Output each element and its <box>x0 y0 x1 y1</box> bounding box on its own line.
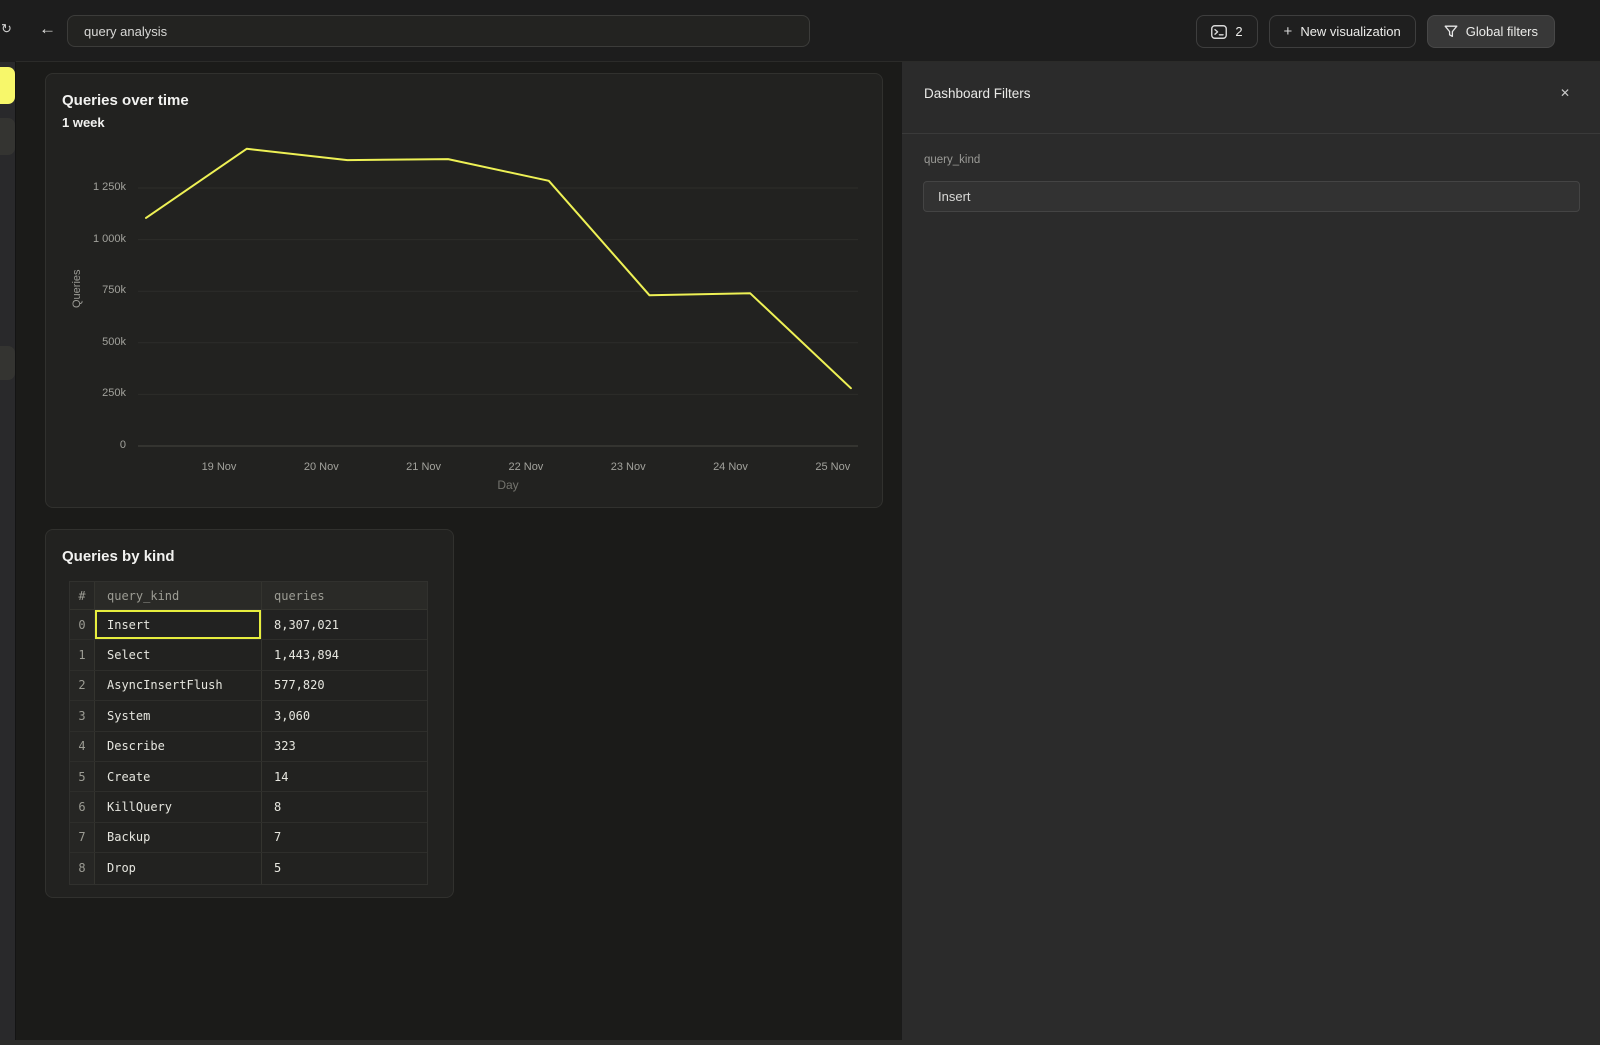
main-content: Queries over time 1 week Queries 0250k50… <box>16 62 901 1045</box>
row-index-cell: 3 <box>70 701 95 730</box>
table-cell[interactable]: Create <box>95 762 262 791</box>
table-row: 5Create14 <box>70 762 427 792</box>
table-header-row: #query_kindqueries <box>70 582 427 610</box>
plus-icon: + <box>1284 23 1293 40</box>
x-axis-tick-label: 23 Nov <box>587 461 669 473</box>
x-axis-tick-label: 20 Nov <box>280 461 362 473</box>
sidebar-item[interactable] <box>0 118 15 155</box>
table-row: 3System3,060 <box>70 701 427 731</box>
table-cell[interactable]: 7 <box>262 823 427 852</box>
y-axis-tick-label: 0 <box>50 439 126 451</box>
line-chart-plot <box>46 74 884 509</box>
table-row: 1Select1,443,894 <box>70 640 427 670</box>
x-axis-tick-label: 22 Nov <box>485 461 567 473</box>
table-cell[interactable]: 1,443,894 <box>262 640 427 669</box>
table-cell[interactable]: 577,820 <box>262 671 427 700</box>
close-icon[interactable]: ✕ <box>1560 86 1570 100</box>
queries-by-kind-card: Queries by kind #query_kindqueries0Inser… <box>45 529 454 898</box>
panel-header: Dashboard Filters ✕ <box>902 62 1600 134</box>
panel-title: Dashboard Filters <box>924 86 1031 101</box>
x-axis-tick-label: 21 Nov <box>383 461 465 473</box>
table-cell[interactable]: Select <box>95 640 262 669</box>
table-cell[interactable]: 5 <box>262 853 427 883</box>
table-row: 2AsyncInsertFlush577,820 <box>70 671 427 701</box>
sql-console-button[interactable]: 2 <box>1196 15 1257 48</box>
new-visualization-button[interactable]: + New visualization <box>1269 15 1416 48</box>
y-axis-tick-label: 500k <box>50 336 126 348</box>
table-title: Queries by kind <box>62 548 175 565</box>
table-cell[interactable]: Describe <box>95 732 262 761</box>
table-cell[interactable]: KillQuery <box>95 792 262 821</box>
queries-over-time-card: Queries over time 1 week Queries 0250k50… <box>45 73 883 508</box>
table-cell[interactable]: Drop <box>95 853 262 883</box>
back-button[interactable]: ← <box>39 19 56 39</box>
topbar-actions: 2 + New visualization Global filters <box>1196 15 1555 48</box>
sidebar: ↻ <box>0 0 16 1045</box>
table-cell[interactable]: 14 <box>262 762 427 791</box>
table-row: 7Backup7 <box>70 823 427 853</box>
x-axis-tick-label: 25 Nov <box>792 461 874 473</box>
column-header: queries <box>262 582 427 609</box>
dashboard-title-input[interactable] <box>67 15 810 47</box>
row-index-cell: 2 <box>70 671 95 700</box>
row-index-cell: 1 <box>70 640 95 669</box>
queries-by-kind-table: #query_kindqueries0Insert8,307,0211Selec… <box>69 581 428 885</box>
x-axis-title: Day <box>458 478 558 492</box>
column-header: # <box>70 582 95 609</box>
table-row: 4Describe323 <box>70 732 427 762</box>
y-axis-tick-label: 250k <box>50 387 126 399</box>
table-cell[interactable]: Insert <box>95 610 262 639</box>
column-header: query_kind <box>95 582 262 609</box>
table-cell[interactable]: 3,060 <box>262 701 427 730</box>
table-cell[interactable]: System <box>95 701 262 730</box>
filter-field-label: query_kind <box>924 154 980 166</box>
topbar: ← 2 + New visualization Global filters <box>16 0 1600 62</box>
filter-icon <box>1444 25 1458 38</box>
row-index-cell: 0 <box>70 610 95 639</box>
table-cell[interactable]: 8,307,021 <box>262 610 427 639</box>
y-axis-tick-label: 1 250k <box>50 181 126 193</box>
row-index-cell: 6 <box>70 792 95 821</box>
sidebar-top: ↻ <box>0 0 16 62</box>
global-filters-button[interactable]: Global filters <box>1427 15 1555 48</box>
x-axis-tick-label: 19 Nov <box>178 461 260 473</box>
row-index-cell: 8 <box>70 853 95 883</box>
table-row: 0Insert8,307,021 <box>70 610 427 640</box>
window-bottom-edge <box>0 1040 1600 1045</box>
row-index-cell: 4 <box>70 732 95 761</box>
dashboard-filters-panel: Dashboard Filters ✕ query_kind <box>901 62 1600 1045</box>
table-cell[interactable]: 8 <box>262 792 427 821</box>
sidebar-item[interactable] <box>0 346 15 380</box>
sidebar-item-active[interactable] <box>0 67 15 104</box>
row-index-cell: 5 <box>70 762 95 791</box>
global-filters-label: Global filters <box>1466 24 1538 39</box>
table-cell[interactable]: AsyncInsertFlush <box>95 671 262 700</box>
y-axis-tick-label: 750k <box>50 284 126 296</box>
console-count: 2 <box>1235 24 1242 39</box>
new-visualization-label: New visualization <box>1300 24 1400 39</box>
terminal-icon <box>1211 25 1227 39</box>
table-cell[interactable]: 323 <box>262 732 427 761</box>
history-icon[interactable]: ↻ <box>1 21 12 37</box>
filter-value-input[interactable] <box>923 181 1580 212</box>
y-axis-tick-label: 1 000k <box>50 233 126 245</box>
table-cell[interactable]: Backup <box>95 823 262 852</box>
table-row: 8Drop5 <box>70 853 427 883</box>
x-axis-tick-label: 24 Nov <box>690 461 772 473</box>
table-row: 6KillQuery8 <box>70 792 427 822</box>
row-index-cell: 7 <box>70 823 95 852</box>
